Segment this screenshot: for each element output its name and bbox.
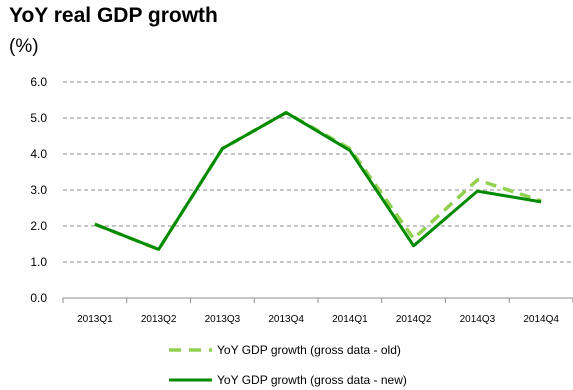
y-tick-label: 1.0 — [30, 255, 47, 269]
legend: YoY GDP growth (gross data - old) YoY GDP… — [169, 343, 407, 387]
y-tick-label: 2.0 — [30, 219, 47, 233]
y-tick-label: 5.0 — [30, 111, 47, 125]
legend-label: YoY GDP growth (gross data - new) — [217, 373, 407, 387]
chart-title: YoY real GDP growth — [9, 4, 218, 27]
y-tick-label: 4.0 — [30, 147, 47, 161]
series-line-new — [94, 111, 542, 251]
x-tick-label: 2013Q2 — [141, 314, 177, 325]
x-tick-label: 2014Q1 — [332, 314, 368, 325]
y-tick-label: 3.0 — [30, 183, 47, 197]
series-lines — [94, 110, 542, 252]
x-tick-label: 2014Q3 — [460, 314, 496, 325]
gridlines — [63, 81, 573, 263]
axes: 0.0 1.0 2.0 3.0 4.0 5.0 6.0 2013Q1 2013Q2 2013Q3 2… — [30, 75, 573, 325]
chart-subtitle: (%) — [9, 36, 39, 57]
x-tick-label: 2013Q4 — [268, 314, 304, 325]
y-tick-label: 6.0 — [30, 75, 47, 89]
x-tick-label: 2014Q4 — [523, 314, 559, 325]
x-tick-label: 2014Q2 — [396, 314, 432, 325]
y-tick-label: 0.0 — [30, 291, 47, 305]
x-tick-label: 2013Q1 — [77, 314, 113, 325]
x-tick-label: 2013Q3 — [205, 314, 241, 325]
legend-label: YoY GDP growth (gross data - old) — [217, 343, 401, 357]
